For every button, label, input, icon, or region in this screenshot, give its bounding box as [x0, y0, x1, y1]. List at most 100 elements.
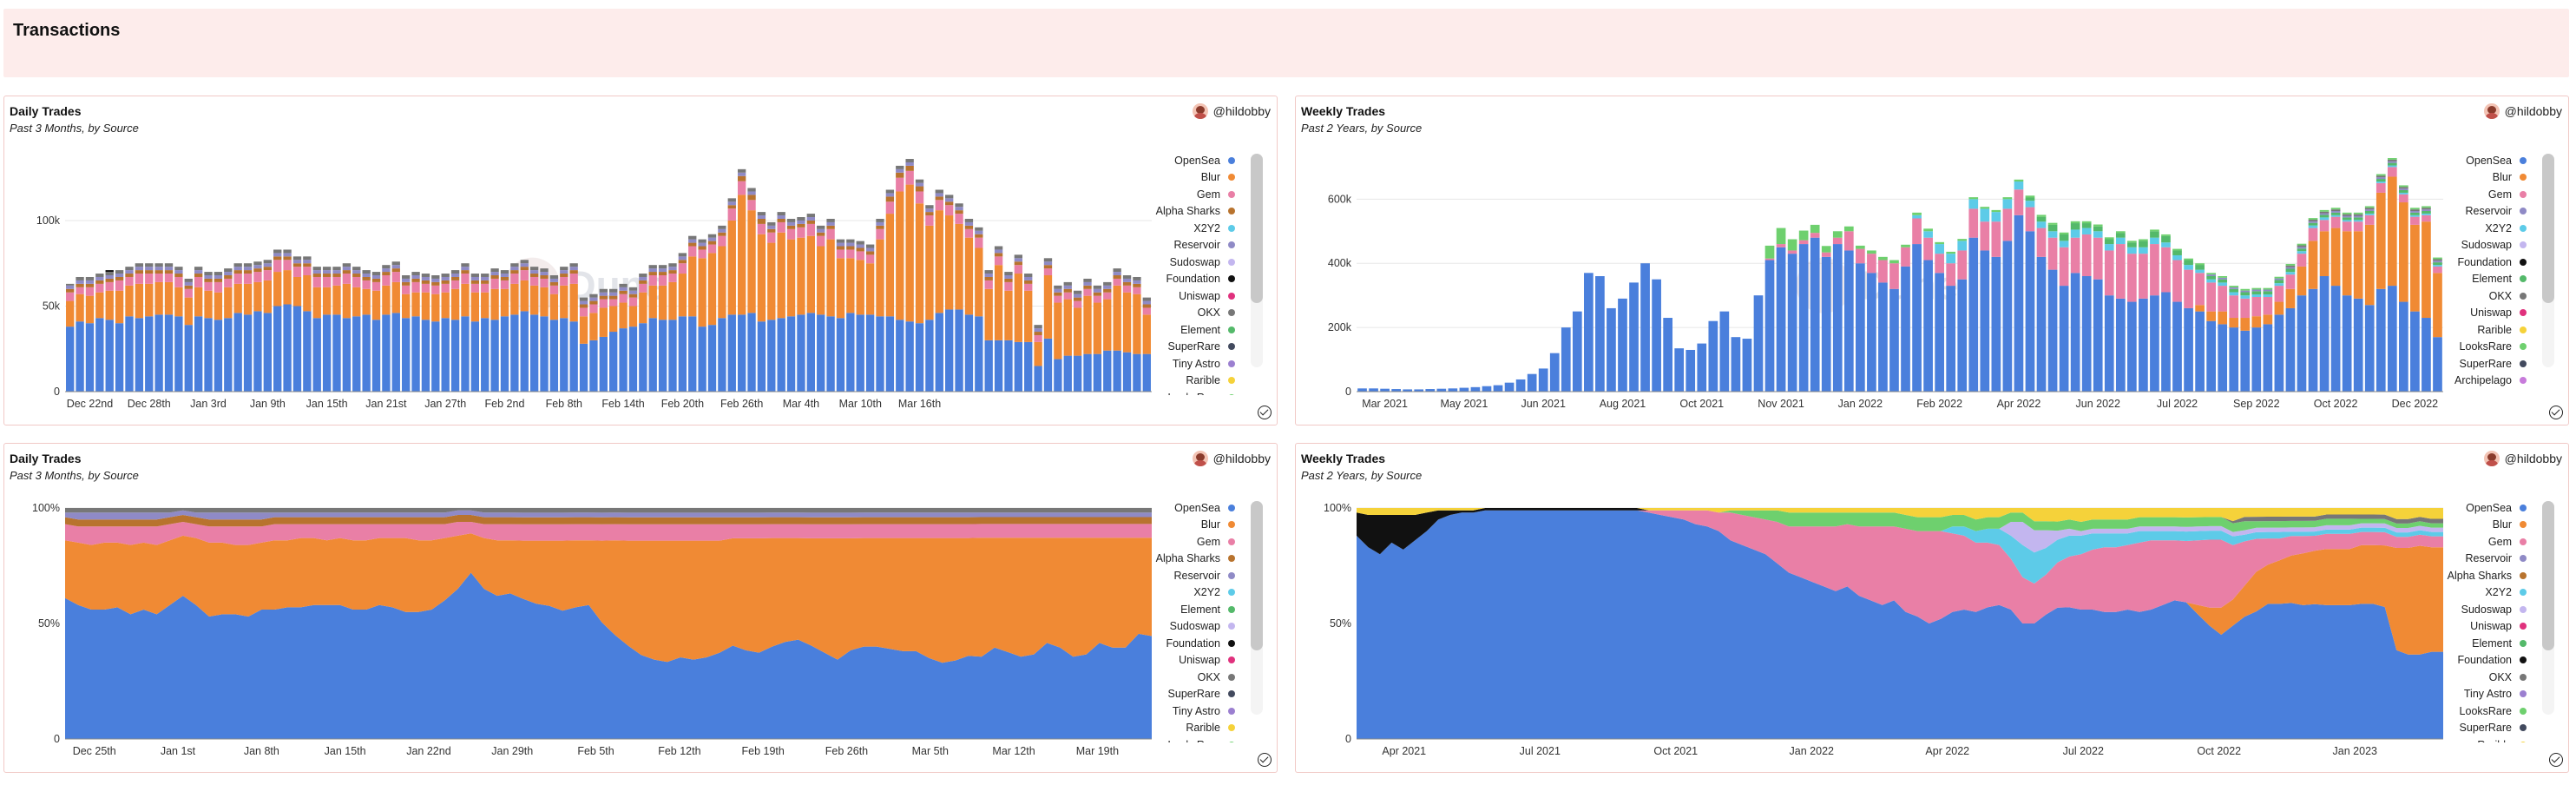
area-series [1357, 510, 2443, 555]
bar-segment [1054, 302, 1062, 360]
bar-segment [2376, 288, 2386, 392]
bar-segment [1515, 379, 1526, 392]
legend-item[interactable]: Blur [2370, 169, 2527, 187]
legend-scrollbar[interactable] [2542, 501, 2554, 715]
legend-item[interactable]: Foundation [1079, 271, 1235, 288]
legend-item[interactable]: OKX [2370, 287, 2527, 305]
legend-item[interactable]: Rarible [2370, 736, 2527, 742]
legend-scrollbar[interactable] [2542, 154, 2554, 367]
legend-item[interactable]: OpenSea [2370, 152, 2527, 169]
legend-item[interactable]: Rarible [2370, 321, 2527, 339]
legend-scroll-thumb[interactable] [1251, 154, 1263, 303]
bar-segment [925, 212, 934, 216]
legend-item[interactable]: LooksRare [1079, 389, 1235, 395]
bar-segment [1935, 244, 1944, 254]
legend-item[interactable]: Foundation [1079, 635, 1235, 652]
legend-item[interactable]: X2Y2 [1079, 220, 1235, 237]
legend-item[interactable]: Gem [1079, 186, 1235, 203]
legend-scroll-thumb[interactable] [2542, 501, 2554, 650]
legend-item[interactable]: Foundation [2370, 254, 2527, 271]
legend-item[interactable]: Tiny Astro [1079, 703, 1235, 720]
bar-segment [1878, 260, 1888, 283]
card-title: Daily Trades [10, 452, 82, 465]
legend-item[interactable]: LooksRare [2370, 339, 2527, 356]
bar-segment [2330, 212, 2341, 215]
legend-item[interactable]: Gem [2370, 533, 2527, 551]
legend-item[interactable]: Uniswap [2370, 305, 2527, 322]
legend-item[interactable]: Reservoir [2370, 551, 2527, 568]
check-circle-icon[interactable] [2549, 753, 2563, 767]
legend-item[interactable]: SuperRare [2370, 355, 2527, 373]
legend-item[interactable]: Element [1079, 601, 1235, 618]
author-link[interactable]: @hildobby [1192, 451, 1271, 466]
legend-item[interactable]: Alpha Sharks [1079, 203, 1235, 221]
legend-item[interactable]: Gem [1079, 533, 1235, 551]
bar-segment [441, 283, 450, 293]
author-link[interactable]: @hildobby [1192, 103, 1271, 119]
legend-item[interactable]: Archipelago [2370, 373, 2527, 390]
legend-item[interactable]: OKX [1079, 305, 1235, 322]
legend-item[interactable]: OKX [2370, 669, 2527, 686]
legend-item[interactable]: Rarible [1079, 373, 1235, 390]
legend-item[interactable]: X2Y2 [2370, 584, 2527, 602]
bar-segment [520, 263, 529, 267]
legend-item[interactable]: LooksRare [2370, 703, 2527, 720]
bar-segment [125, 270, 134, 274]
legend-item[interactable]: Element [2370, 271, 2527, 288]
legend-item[interactable]: Tiny Astro [1079, 355, 1235, 373]
legend-item[interactable]: Uniswap [1079, 287, 1235, 305]
legend-item[interactable]: Element [2370, 635, 2527, 652]
legend-item[interactable]: Element [1079, 321, 1235, 339]
bar-segment [2353, 212, 2363, 214]
bar-segment [1122, 281, 1132, 286]
check-circle-icon[interactable] [1258, 753, 1272, 767]
bar-segment [817, 232, 825, 236]
legend-item[interactable]: Uniswap [2370, 618, 2527, 636]
legend-item[interactable]: SuperRare [1079, 339, 1235, 356]
legend-item[interactable]: Sudoswap [1079, 618, 1235, 636]
legend-scrollbar[interactable] [1251, 154, 1263, 367]
legend-item[interactable]: Blur [2370, 517, 2527, 534]
author-link[interactable]: @hildobby [2483, 103, 2562, 119]
bar-segment [1004, 290, 1013, 340]
legend-item[interactable]: OpenSea [2370, 499, 2527, 517]
legend-scroll-thumb[interactable] [1251, 501, 1263, 650]
bar-segment [2127, 242, 2137, 247]
bar-segment [540, 316, 549, 392]
legend-scroll-thumb[interactable] [2542, 154, 2554, 303]
legend-item[interactable]: Sudoswap [2370, 601, 2527, 618]
check-circle-icon[interactable] [2549, 406, 2563, 419]
bar-segment [856, 244, 864, 248]
legend-item[interactable]: OKX [1079, 669, 1235, 686]
legend-item[interactable]: Tiny Astro [2370, 686, 2527, 703]
bar-segment [678, 256, 687, 261]
legend-item[interactable]: Blur [1079, 169, 1235, 187]
legend-item[interactable]: SuperRare [2370, 720, 2527, 737]
legend-item[interactable]: Gem [2370, 186, 2527, 203]
legend-item[interactable]: OpenSea [1079, 499, 1235, 517]
legend-item[interactable]: SuperRare [1079, 686, 1235, 703]
legend-item[interactable]: Foundation [2370, 652, 2527, 670]
legend-item[interactable]: X2Y2 [2370, 220, 2527, 237]
check-circle-icon[interactable] [1258, 406, 1272, 419]
legend-label: Element [1180, 603, 1220, 616]
legend-item[interactable]: Alpha Sharks [2370, 567, 2527, 584]
legend-item[interactable]: Alpha Sharks [1079, 551, 1235, 568]
legend-item[interactable]: Blur [1079, 517, 1235, 534]
legend-item[interactable]: Reservoir [2370, 203, 2527, 221]
bar-segment [2274, 301, 2284, 315]
legend-item[interactable]: Reservoir [1079, 237, 1235, 254]
legend-item[interactable]: Sudoswap [1079, 254, 1235, 271]
legend-item[interactable]: Uniswap [1079, 652, 1235, 670]
legend-item[interactable]: LooksRare [1079, 736, 1235, 742]
legend-item[interactable]: OpenSea [1079, 152, 1235, 169]
legend-item[interactable]: X2Y2 [1079, 584, 1235, 602]
legend-item[interactable]: Sudoswap [2370, 237, 2527, 254]
legend-item[interactable]: Reservoir [1079, 567, 1235, 584]
bar-segment [1093, 285, 1102, 289]
bar-segment [2263, 314, 2273, 325]
legend-scrollbar[interactable] [1251, 501, 1263, 715]
author-link[interactable]: @hildobby [2483, 451, 2562, 466]
legend-item[interactable]: Rarible [1079, 720, 1235, 737]
legend-swatch [1228, 343, 1235, 351]
